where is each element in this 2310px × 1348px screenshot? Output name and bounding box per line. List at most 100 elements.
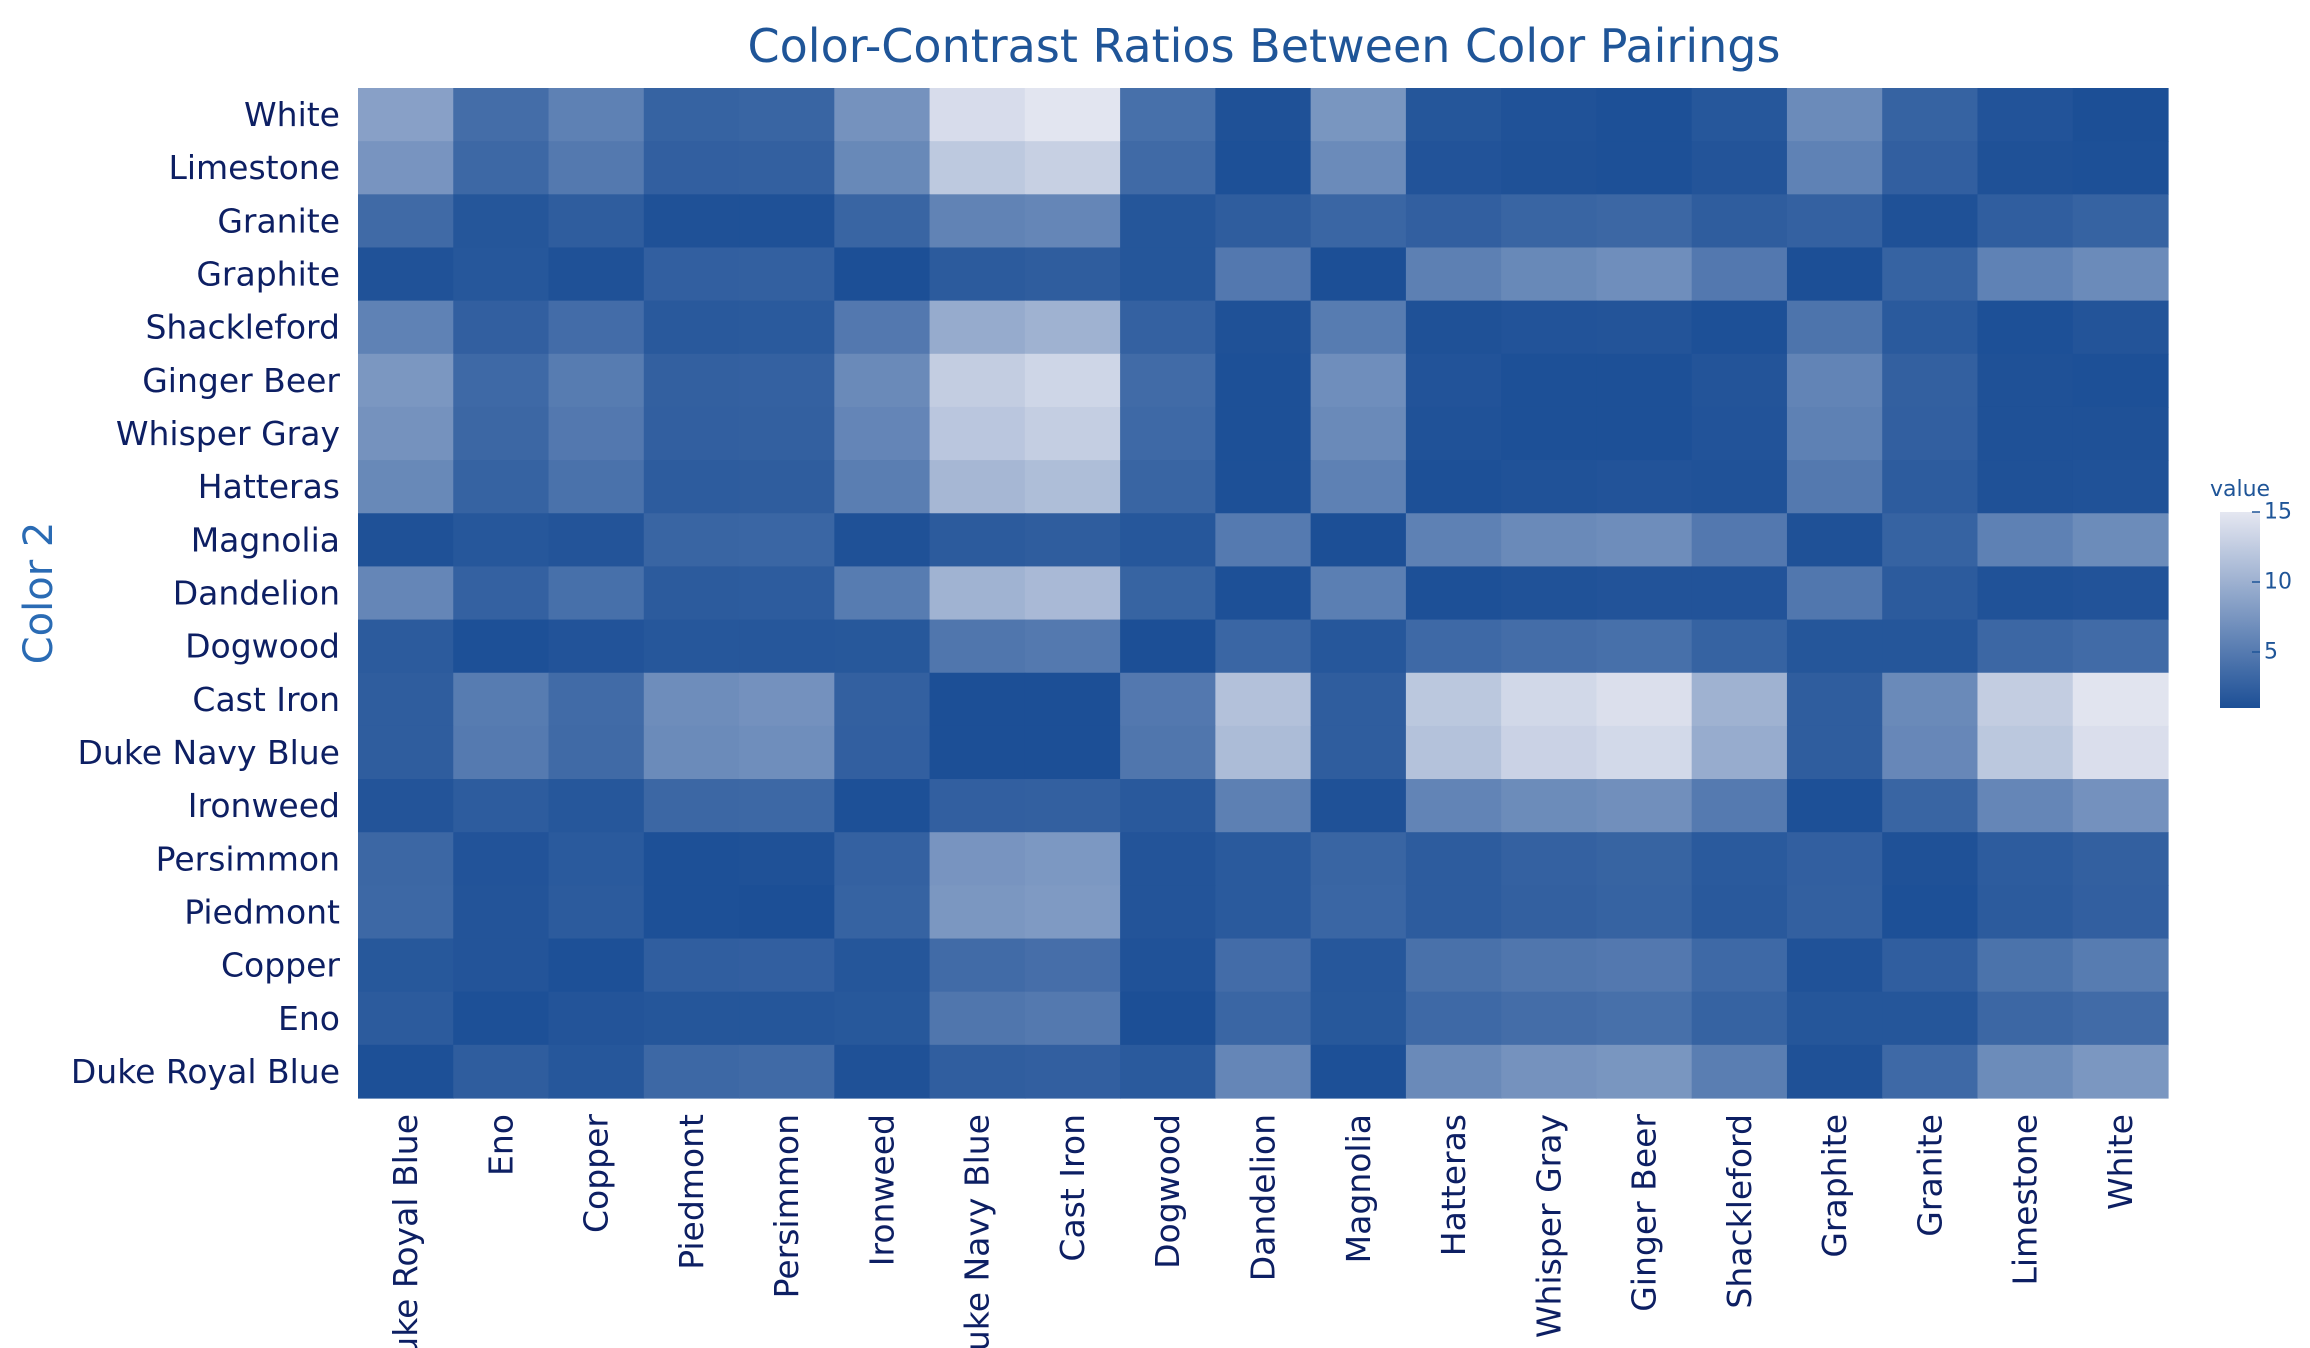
y-tick-label: Piedmont (184, 892, 340, 931)
heatmap-cell (548, 141, 645, 195)
heatmap-cell (929, 513, 1026, 568)
heatmap-cell (1024, 1044, 1121, 1099)
heatmap-cell (358, 194, 454, 249)
heatmap-cell (548, 406, 645, 461)
heatmap-cell (1977, 672, 2074, 727)
heatmap-cell (1596, 885, 1693, 940)
heatmap-cell (2072, 141, 2169, 195)
heatmap-cell (548, 1044, 645, 1099)
heatmap-cell (1501, 194, 1598, 249)
heatmap-cell (1596, 353, 1693, 408)
heatmap-cell (1977, 406, 2074, 461)
heatmap-cell (1120, 194, 1216, 249)
heatmap-cell (453, 991, 550, 1046)
heatmap-cell (929, 991, 1026, 1046)
heatmap-cell (643, 353, 740, 408)
heatmap-cell (1786, 194, 1883, 249)
heatmap-cell (2072, 672, 2169, 727)
heatmap-cell (929, 885, 1026, 940)
heatmap-cell (834, 88, 931, 142)
heatmap-cell (2072, 938, 2169, 993)
heatmap-cell (739, 406, 835, 461)
heatmap-cell (1691, 513, 1788, 568)
heatmap-cell (1596, 672, 1693, 727)
heatmap-cell (2072, 619, 2169, 674)
heatmap-cell (1786, 832, 1883, 886)
heatmap-cell (1215, 1044, 1312, 1099)
heatmap-cell (1310, 991, 1407, 1046)
heatmap-cell (1691, 460, 1788, 514)
x-tick-label: Whisper Gray (1529, 1114, 1568, 1338)
heatmap-cell (548, 194, 645, 249)
heatmap-cell (834, 832, 931, 886)
heatmap-cell (1691, 247, 1788, 302)
heatmap-cell (453, 725, 550, 780)
heatmap-cell (1977, 247, 2074, 302)
heatmap-cell (548, 938, 645, 993)
heatmap-cell (834, 566, 931, 621)
heatmap-cell (358, 991, 454, 1046)
heatmap-cell (2072, 194, 2169, 249)
heatmap-cell (1215, 513, 1312, 568)
y-tick-label: Ginger Beer (142, 361, 340, 400)
heatmap-cell (548, 725, 645, 780)
heatmap-cell (929, 672, 1026, 727)
heatmap-cell (834, 141, 931, 195)
heatmap-cell (1786, 406, 1883, 461)
heatmap-cell (1501, 832, 1598, 886)
heatmap-cell (1882, 832, 1979, 886)
x-tick-label: Dogwood (1148, 1114, 1187, 1269)
heatmap-cell (358, 938, 454, 993)
heatmap-cell (643, 725, 740, 780)
heatmap-cell (1977, 991, 2074, 1046)
heatmap-cell (643, 619, 740, 674)
heatmap-cell (548, 460, 645, 514)
heatmap-cell (358, 141, 454, 195)
heatmap-cell (358, 1044, 454, 1099)
heatmap-cell (453, 194, 550, 249)
heatmap-cell (1215, 672, 1312, 727)
y-tick-label: Ironweed (188, 786, 340, 825)
heatmap-cell (1691, 885, 1788, 940)
heatmap-cell (834, 991, 931, 1046)
heatmap-cell (1501, 619, 1598, 674)
heatmap-cell (1882, 1044, 1979, 1099)
heatmap-cell (1691, 406, 1788, 461)
heatmap-cell (929, 832, 1026, 886)
heatmap-cell (453, 406, 550, 461)
heatmap-cell (1215, 353, 1312, 408)
heatmap-cell (1024, 353, 1121, 408)
x-tick-label: Cast Iron (1053, 1114, 1092, 1262)
heatmap-cell (1120, 513, 1216, 568)
heatmap-cell (1120, 300, 1216, 355)
heatmap-cell (2072, 832, 2169, 886)
heatmap-cell (1405, 406, 1502, 461)
heatmap-cell (453, 672, 550, 727)
heatmap-cell (358, 779, 454, 833)
heatmap-cell (358, 619, 454, 674)
heatmap-cell (1501, 141, 1598, 195)
heatmap-cell (1501, 513, 1598, 568)
heatmap-cell (929, 406, 1026, 461)
heatmap-cell (1405, 619, 1502, 674)
heatmap-cell (1977, 885, 2074, 940)
heatmap-cell (1882, 566, 1979, 621)
heatmap-cell (1977, 619, 2074, 674)
heatmap-cell (1977, 460, 2074, 514)
heatmap-cell (358, 300, 454, 355)
heatmap-cell (1120, 141, 1216, 195)
x-tick-label: Dandelion (1244, 1114, 1283, 1281)
heatmap-cell (2072, 300, 2169, 355)
heatmap-cell (1310, 300, 1407, 355)
heatmap-cell (2072, 247, 2169, 302)
y-tick-label: Cast Iron (192, 680, 340, 719)
heatmap-cell (834, 885, 931, 940)
heatmap-cell (1120, 619, 1216, 674)
heatmap-cell (834, 460, 931, 514)
heatmap-cell (1024, 832, 1121, 886)
colorbar-tick-label: 15 (2264, 500, 2292, 525)
heatmap-cell (739, 1044, 835, 1099)
heatmap-cell (834, 406, 931, 461)
heatmap-cell (1501, 88, 1598, 142)
heatmap-cell (1215, 779, 1312, 833)
